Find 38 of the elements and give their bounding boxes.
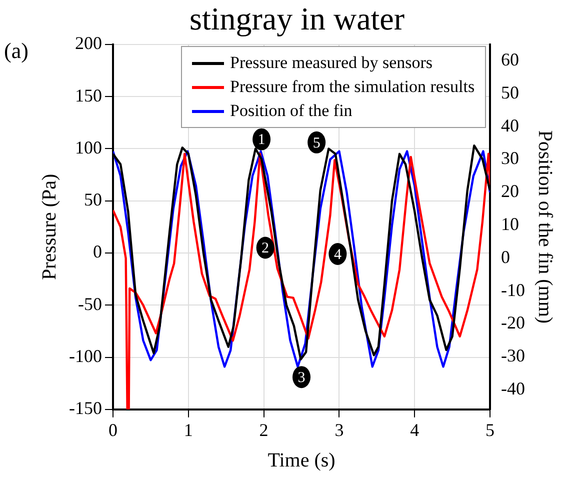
y2-tick-label: 50 — [501, 82, 520, 102]
legend-label: Pressure measured by sensors — [230, 52, 433, 74]
y-axis-title: Pressure (Pa) — [38, 174, 60, 280]
y-tick-label: 150 — [74, 85, 102, 106]
x-tick-label: 0 — [108, 420, 118, 440]
x-tick-label: 1 — [184, 420, 193, 440]
annotation: 5 — [312, 135, 320, 152]
annotation: 4 — [334, 246, 342, 263]
y2-tick-label: 60 — [501, 50, 520, 70]
y-tick-label: 50 — [84, 190, 102, 210]
x-axis-title: Time (s) — [268, 449, 336, 472]
y-tick-label: -100 — [68, 346, 102, 366]
y2-tick-label: 0 — [501, 246, 510, 267]
y-tick-label: 200 — [74, 33, 102, 54]
x-tick-label: 5 — [486, 420, 495, 440]
text: (a) — [4, 38, 28, 64]
annotation: 2 — [262, 240, 270, 257]
annotation: 3 — [298, 370, 306, 386]
x-tick-label: 4 — [410, 420, 420, 440]
legend-label: Position of the fin — [230, 100, 352, 122]
y-tick-label: -150 — [68, 398, 102, 418]
chart-title: stingray in water — [189, 0, 405, 37]
y-tick-label: 100 — [74, 137, 102, 158]
x-tick-label: 2 — [259, 420, 268, 440]
x-tick-label: 3 — [334, 420, 344, 440]
y2-tick-label: 20 — [501, 181, 520, 202]
y2-tick-label: -20 — [501, 312, 526, 333]
legend-label: Pressure from the simulation results — [230, 76, 475, 98]
y2-tick-label: 10 — [501, 214, 520, 234]
y2-axis-title: Position of the fin (mm) — [534, 130, 556, 324]
annotation: 1 — [258, 132, 266, 148]
y2-tick-label: 30 — [501, 148, 520, 168]
y-tick-label: 0 — [92, 242, 102, 262]
y2-tick-label: -30 — [501, 346, 526, 366]
y2-tick-label: -10 — [501, 280, 526, 300]
y-tick-label: -50 — [78, 294, 102, 314]
y2-tick-label: 40 — [501, 115, 520, 136]
y2-tick-label: -40 — [501, 378, 526, 398]
